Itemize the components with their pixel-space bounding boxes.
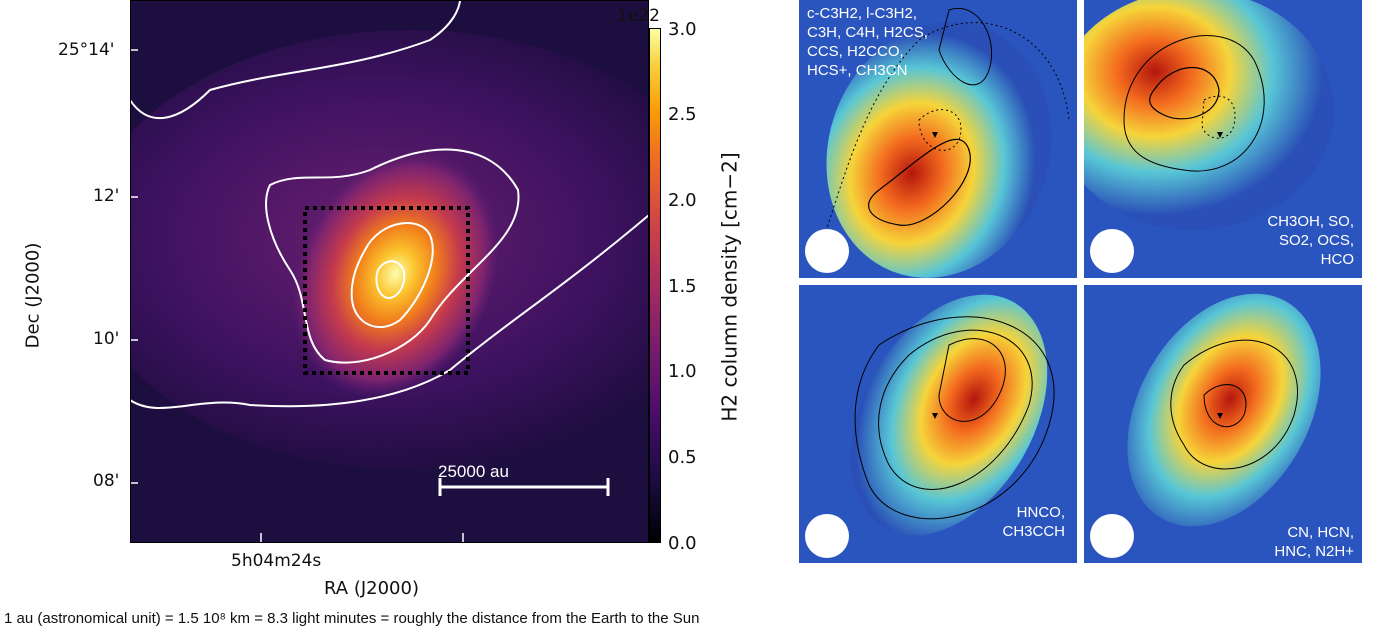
colorbar-title: H2 column density [cm−2]: [717, 152, 742, 422]
dec-tick-3: 08': [93, 471, 120, 491]
scale-bar-label: 25000 au: [438, 462, 509, 481]
ra-axis-title: RA (J2000): [324, 578, 419, 599]
colorbar-multiplier: 1e22: [617, 6, 660, 26]
panel-top-left: c-C3H2, l-C3H2, C3H, C4H, H2CS, CCS, H2C…: [799, 0, 1077, 278]
colorbar-tick-5: 0.5: [668, 447, 697, 468]
colorbar-tick-2: 2.0: [668, 190, 697, 211]
colorbar: [649, 28, 661, 543]
dec-axis-title: Dec (J2000): [22, 242, 44, 349]
panel-label-bottom-right: CN, HCN, HNC, N2H+: [1274, 524, 1354, 560]
colorbar-tick-3: 1.5: [668, 276, 697, 297]
panel-label-top-right: CH3OH, SO, SO2, OCS, HCO: [1267, 213, 1354, 268]
map-frame: [130, 0, 649, 543]
ra-tick: 5h04m24s: [231, 551, 321, 571]
panel-top-right: CH3OH, SO, SO2, OCS, HCO: [1084, 0, 1362, 278]
colorbar-tick-4: 1.0: [668, 361, 697, 382]
footer-note: 1 au (astronomical unit) = 1.5 10⁸ km = …: [4, 610, 700, 627]
beam-circle-icon: [805, 229, 849, 273]
beam-circle-icon: [1090, 229, 1134, 273]
panel-label-bottom-left: HNCO, CH3CCH: [1002, 504, 1065, 540]
beam-circle-icon: [1090, 514, 1134, 558]
colorbar-tick-0: 3.0: [668, 19, 697, 40]
colorbar-tick-6: 0.0: [668, 533, 697, 554]
panel-bottom-right: CN, HCN, HNC, N2H+: [1084, 285, 1362, 563]
dec-tick-1: 12': [93, 186, 120, 206]
h2-column-density-map: [130, 0, 649, 543]
panel-label-top-left: c-C3H2, l-C3H2, C3H, C4H, H2CS, CCS, H2C…: [807, 5, 928, 79]
panel-bottom-left: HNCO, CH3CCH: [799, 285, 1077, 563]
dec-tick-0: 25°14': [58, 40, 115, 60]
dec-tick-2: 10': [93, 329, 120, 349]
colorbar-tick-1: 2.5: [668, 104, 697, 125]
ra-tick-text: 5h04m24s: [231, 551, 322, 571]
beam-circle-icon: [805, 514, 849, 558]
